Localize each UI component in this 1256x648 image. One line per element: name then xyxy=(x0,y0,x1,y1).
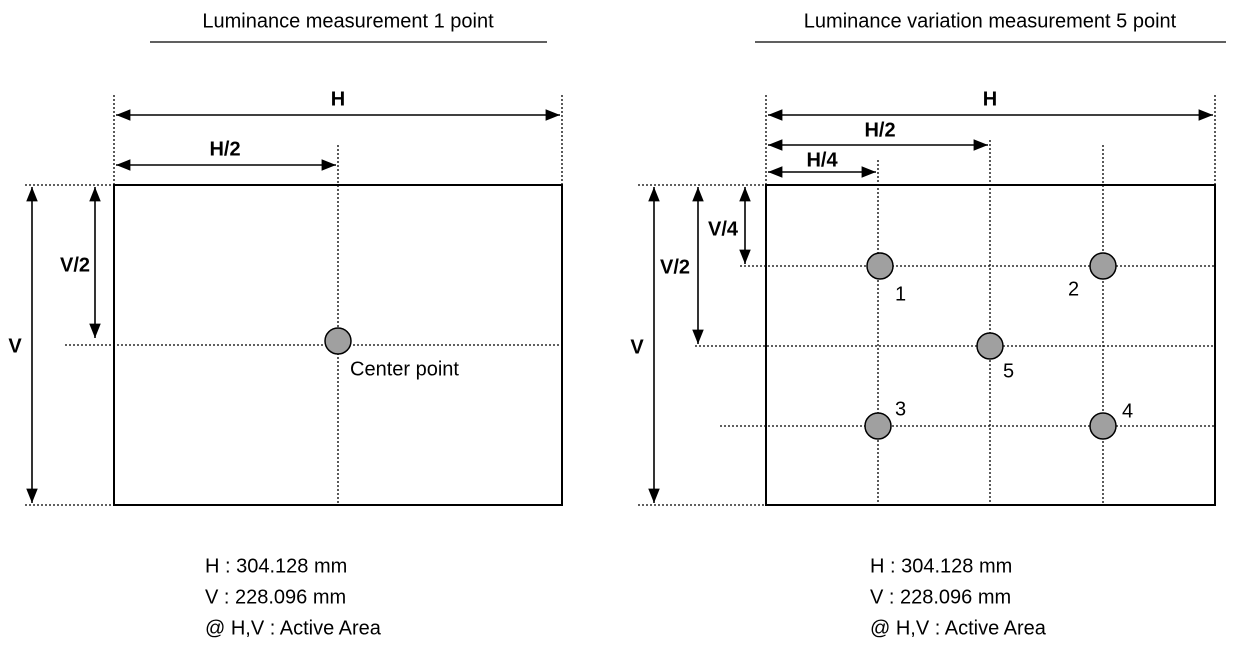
label: V/4 xyxy=(708,218,739,240)
label: H/2 xyxy=(209,138,240,160)
note: H : 304.128 mm xyxy=(870,555,1012,577)
point xyxy=(1089,252,1117,280)
title: Luminance measurement 1 point xyxy=(202,10,494,32)
note: V : 228.096 mm xyxy=(205,586,346,608)
label: V xyxy=(8,335,22,357)
right-panel: Luminance variation measurement 5 point … xyxy=(630,10,1226,639)
point-label: 5 xyxy=(1003,360,1014,382)
guides xyxy=(638,95,1216,506)
point-label: 2 xyxy=(1068,278,1079,300)
point-label: 3 xyxy=(895,398,906,420)
point xyxy=(864,412,892,440)
point-label: Center point xyxy=(350,358,459,380)
label: H xyxy=(983,88,997,110)
point-label: 4 xyxy=(1122,400,1133,422)
note: V : 228.096 mm xyxy=(870,586,1011,608)
label: H xyxy=(331,88,345,110)
label: V/2 xyxy=(660,256,690,278)
title: Luminance variation measurement 5 point xyxy=(804,10,1177,32)
note: H : 304.128 mm xyxy=(205,555,347,577)
left-panel: Luminance measurement 1 point H H/2 V V/… xyxy=(8,10,563,639)
label: H/2 xyxy=(864,119,895,141)
label: V xyxy=(630,336,644,358)
point xyxy=(866,252,894,280)
note: @ H,V : Active Area xyxy=(870,617,1047,639)
point xyxy=(976,332,1004,360)
point-label: 1 xyxy=(895,283,906,305)
label: H/4 xyxy=(806,149,838,171)
note: @ H,V : Active Area xyxy=(205,617,382,639)
label: V/2 xyxy=(60,254,90,276)
point xyxy=(1089,412,1117,440)
point xyxy=(324,327,352,355)
guides xyxy=(25,95,563,506)
